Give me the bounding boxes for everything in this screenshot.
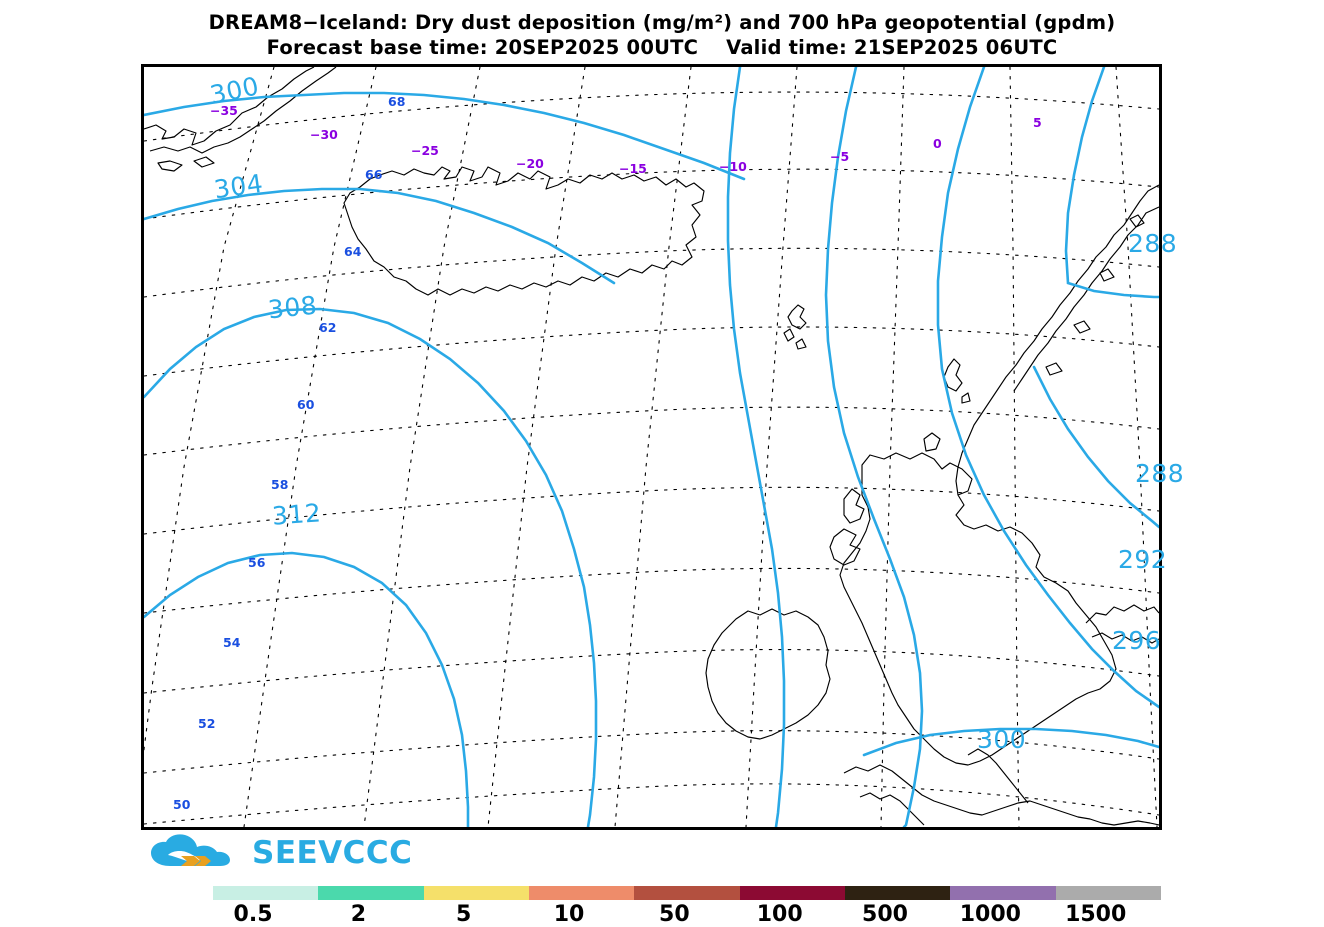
colorbar-tick-100: 100 <box>756 902 803 927</box>
map-vector-layer <box>144 67 1159 827</box>
coastline-ireland <box>705 608 831 740</box>
colorbar-tick-2: 2 <box>350 902 367 927</box>
contour-296 <box>824 67 924 827</box>
colorbar-swatch-0 <box>213 886 319 900</box>
coastline-orkney <box>923 432 941 452</box>
colorbar-swatch-4 <box>634 886 740 900</box>
colorbar-swatch-6 <box>844 886 951 900</box>
contour-292 <box>936 67 1159 709</box>
colorbar-swatches <box>213 886 1161 900</box>
title-line-1: DREAM8−Iceland: Dry dust deposition (mg/… <box>208 11 1116 34</box>
colorbar: 0.5 2 5 10 50 100 500 1000 1500 <box>213 886 1161 927</box>
coastline-faroe <box>783 304 807 350</box>
colorbar-tick-10: 10 <box>553 902 585 927</box>
contour-308 <box>144 307 598 827</box>
coastline-denmark <box>1085 604 1159 644</box>
chart-title-block: DREAM8−Iceland: Dry dust deposition (mg/… <box>0 10 1324 60</box>
colorbar-swatch-1 <box>318 886 424 900</box>
logo-text: SEEVCCC <box>252 835 413 871</box>
contour-312 <box>144 551 470 827</box>
map-frame[interactable]: −35 −30 −25 −20 −15 −10 −5 0 5 68 66 64 … <box>141 64 1184 830</box>
coastline-greenland <box>144 67 337 172</box>
coastline-france <box>843 748 1159 826</box>
map-canvas <box>144 67 1159 827</box>
colorbar-swatch-5 <box>739 886 845 900</box>
colorbar-tick-50: 50 <box>659 902 690 927</box>
colorbar-swatch-8 <box>1055 886 1161 900</box>
contour-288-lower <box>1032 365 1159 529</box>
colorbar-swatch-7 <box>950 886 1056 900</box>
colorbar-tick-1500: 1500 <box>1065 902 1127 927</box>
colorbar-swatch-3 <box>528 886 635 900</box>
colorbar-tick-0.5: 0.5 <box>233 902 273 927</box>
colorbar-tick-labels: 0.5 2 5 10 50 100 500 1000 1500 <box>213 900 1161 927</box>
coastline-britain <box>829 452 1117 766</box>
coastline-iceland <box>343 166 705 296</box>
contour-288-upper <box>1064 67 1159 299</box>
colorbar-tick-1000: 1000 <box>959 902 1021 927</box>
colorbar-swatch-2 <box>423 886 529 900</box>
coastlines <box>144 67 1159 826</box>
cloud-icon <box>151 834 230 866</box>
colorbar-tick-500: 500 <box>862 902 908 927</box>
contour-300-south <box>862 727 1159 757</box>
title-line-2: Forecast base time: 20SEP2025 00UTC Vali… <box>266 36 1058 59</box>
contour-300-north <box>144 91 746 181</box>
contour-304 <box>144 187 616 285</box>
coastline-norway <box>955 184 1159 496</box>
contour-300-mid <box>726 67 786 827</box>
geopotential-contours <box>144 67 1159 827</box>
colorbar-tick-5: 5 <box>456 902 472 927</box>
graticule-longitudes <box>144 67 1158 827</box>
seevccc-logo[interactable]: SEEVCCC <box>148 832 412 874</box>
graticule-latitudes <box>144 91 1159 825</box>
